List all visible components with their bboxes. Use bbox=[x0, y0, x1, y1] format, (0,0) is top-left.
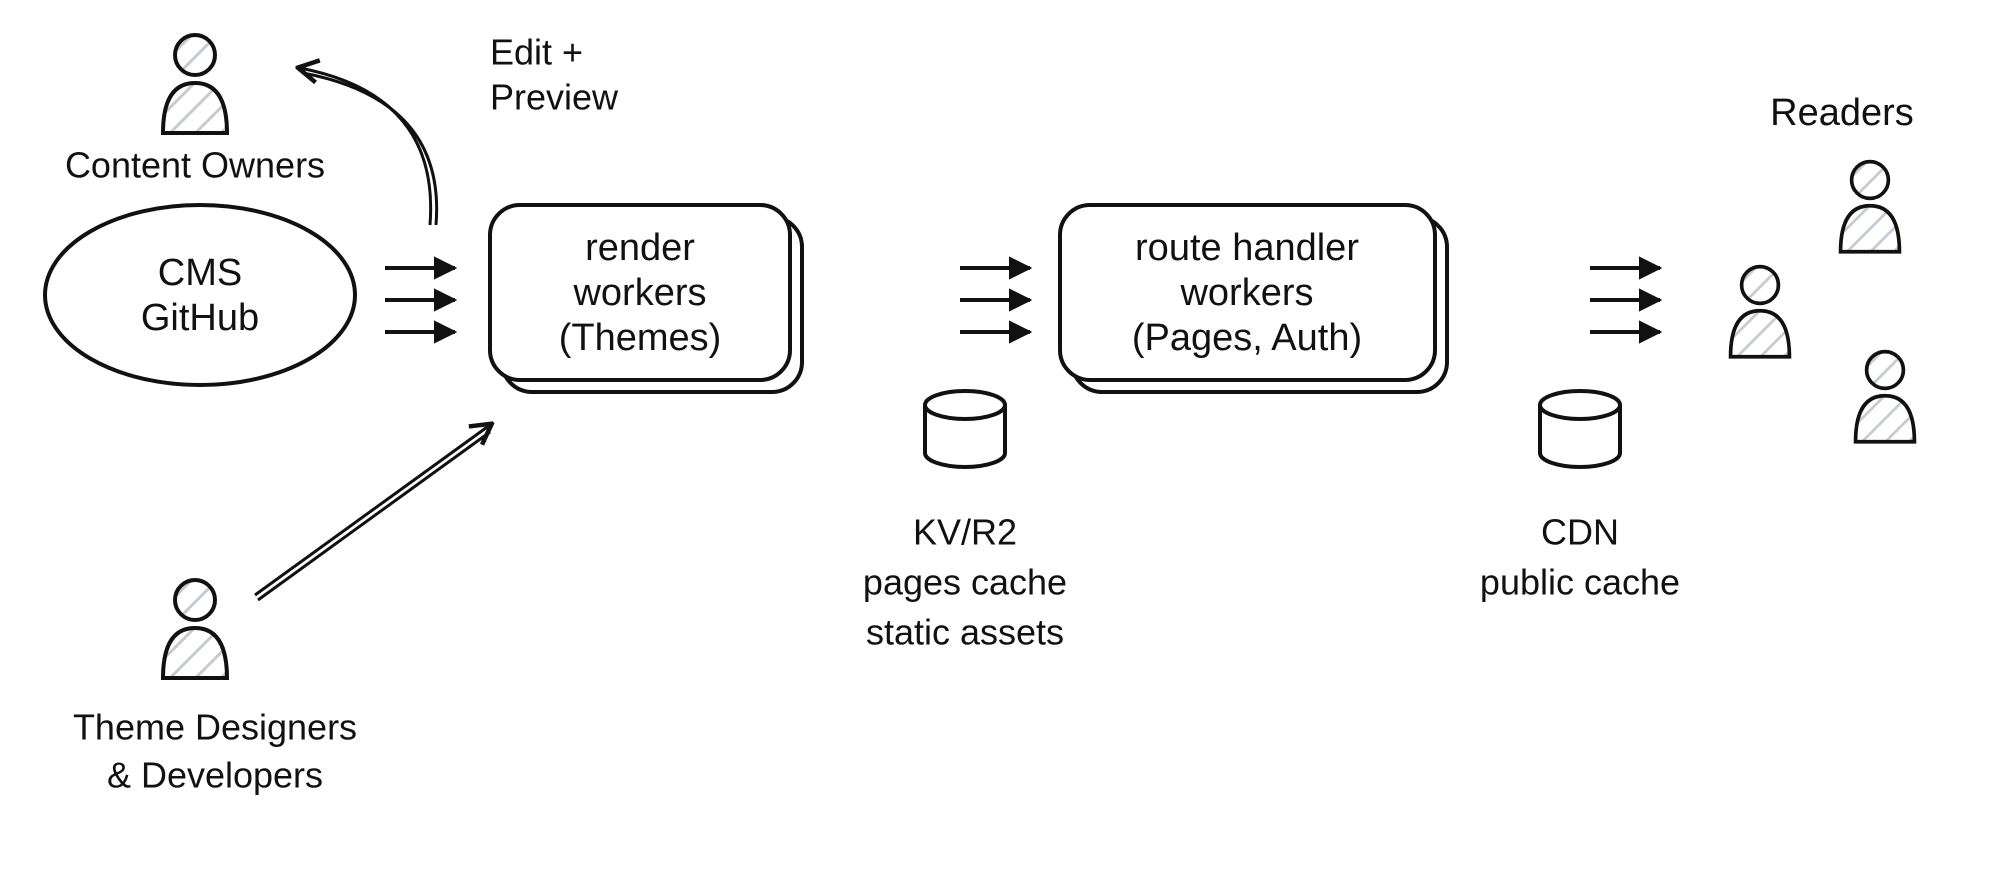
person-icon bbox=[1731, 267, 1790, 357]
person-icon bbox=[163, 35, 227, 133]
kv-line1: KV/R2 bbox=[913, 512, 1017, 553]
cms-line1: CMS bbox=[158, 252, 242, 294]
architecture-diagram: Content Owners Edit + Preview CMS GitHub… bbox=[0, 0, 2006, 880]
actor-readers: Readers bbox=[1731, 92, 1915, 442]
theme-designers-line1: Theme Designers bbox=[73, 707, 357, 748]
edge-route-to-readers bbox=[1590, 268, 1660, 332]
render-line3: (Themes) bbox=[559, 317, 722, 359]
node-cdn-cache: CDN public cache bbox=[1480, 391, 1680, 603]
cdn-line1: CDN bbox=[1541, 512, 1619, 553]
edge-cms-to-render bbox=[385, 268, 455, 332]
kv-line2: pages cache bbox=[863, 562, 1067, 603]
edge-designers-to-render bbox=[255, 425, 490, 600]
route-line2: workers bbox=[1179, 272, 1313, 314]
cylinder-icon bbox=[1540, 391, 1620, 467]
cdn-line2: public cache bbox=[1480, 562, 1680, 603]
edge-render-to-route bbox=[960, 268, 1030, 332]
cms-line2: GitHub bbox=[141, 297, 259, 339]
node-render-workers: render workers (Themes) bbox=[490, 205, 802, 392]
edit-preview-line1: Edit + bbox=[490, 32, 583, 73]
edit-preview-annotation: Edit + Preview bbox=[300, 32, 619, 225]
person-icon bbox=[163, 580, 227, 678]
route-line1: route handler bbox=[1135, 227, 1359, 269]
node-cms-github: CMS GitHub bbox=[45, 205, 355, 385]
theme-designers-line2: & Developers bbox=[107, 755, 323, 796]
render-line1: render bbox=[585, 227, 695, 269]
kv-line3: static assets bbox=[866, 612, 1064, 653]
node-route-handler-workers: route handler workers (Pages, Auth) bbox=[1060, 205, 1447, 392]
actor-content-owners: Content Owners bbox=[65, 35, 325, 186]
person-icon bbox=[1841, 162, 1900, 252]
node-kv-r2-cache: KV/R2 pages cache static assets bbox=[863, 391, 1067, 653]
edit-preview-line2: Preview bbox=[490, 77, 619, 118]
render-line2: workers bbox=[572, 272, 706, 314]
readers-label: Readers bbox=[1770, 92, 1914, 134]
content-owners-label: Content Owners bbox=[65, 145, 325, 186]
actor-theme-designers: Theme Designers & Developers bbox=[73, 580, 357, 796]
cylinder-icon bbox=[925, 391, 1005, 467]
route-line3: (Pages, Auth) bbox=[1132, 317, 1362, 359]
person-icon bbox=[1856, 352, 1915, 442]
